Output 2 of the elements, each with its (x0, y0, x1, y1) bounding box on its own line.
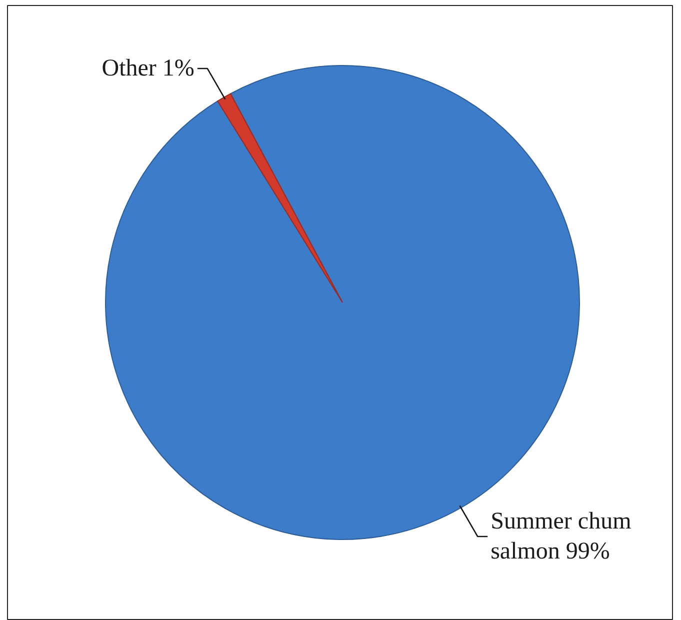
slice-label: Summer chum salmon 99% (490, 508, 632, 564)
slice-label: Other 1% (102, 56, 194, 82)
